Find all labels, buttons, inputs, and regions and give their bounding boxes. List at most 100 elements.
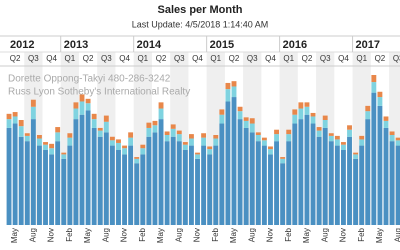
bar-segment [365, 105, 371, 112]
bar-segment [231, 86, 237, 98]
x-tick-label: Aug [28, 228, 37, 242]
bar-segment [328, 135, 334, 142]
bar-segment [170, 124, 176, 129]
bar-segment [134, 157, 140, 159]
year-label: 2012 [10, 39, 34, 51]
bar-segment [91, 127, 97, 225]
bar-segment [274, 134, 279, 142]
bar-segment [371, 75, 377, 83]
quarter-label: Q2 [229, 54, 240, 63]
bar-segment [67, 145, 73, 225]
bar-segment [377, 91, 383, 98]
bar-segment [176, 130, 182, 135]
quarter-label: Q2 [10, 54, 21, 63]
bar-segment [91, 113, 97, 120]
bar-segment [261, 137, 267, 141]
x-tick-label: Feb [284, 227, 293, 241]
x-tick-label: Feb [357, 227, 366, 241]
year-label: 2015 [210, 39, 234, 51]
bar-segment [140, 154, 146, 225]
quarter-label: Q3 [320, 54, 331, 63]
bar-segment [176, 141, 182, 225]
quarter-label: Q3 [393, 54, 400, 63]
x-tick-label: Feb [211, 227, 220, 241]
bar-segment [116, 142, 121, 150]
bar-segment [79, 94, 85, 102]
bar-segment [389, 135, 395, 142]
bar-segment [43, 144, 48, 150]
x-tick-label: Aug [174, 228, 183, 242]
bar-segment [359, 145, 365, 225]
bar-segment [213, 145, 219, 225]
bar-segment [73, 119, 79, 225]
bar-segment [85, 103, 91, 111]
bar-segment [6, 113, 12, 120]
bar-segment [249, 123, 255, 133]
bar-segment [12, 123, 18, 225]
bar-segment [347, 136, 352, 225]
x-tick-label: May [10, 228, 19, 243]
bar-segment [298, 119, 304, 225]
bar-segment [55, 132, 61, 142]
bar-segment [298, 108, 304, 120]
bar-segment [103, 121, 109, 133]
bar-segment [261, 145, 267, 225]
bar-segment [103, 115, 109, 122]
quarter-label: Q2 [375, 54, 386, 63]
bar-segment [182, 142, 188, 145]
bar-segment [219, 109, 225, 115]
bar-segment [146, 127, 152, 137]
bar-segment [67, 137, 73, 146]
bar-segment [73, 102, 79, 109]
bar-segment [201, 137, 207, 146]
bar-segment [18, 126, 24, 137]
bar-segment [377, 97, 383, 106]
bar-segment [116, 150, 121, 225]
bar-segment [49, 143, 55, 149]
bar-segment [255, 141, 261, 225]
bar-segment [189, 134, 194, 139]
bar-segment [30, 106, 36, 120]
quarter-label: Q1 [137, 54, 148, 63]
bar-segment [37, 135, 42, 139]
bar-segment [152, 132, 158, 225]
bar-segment [310, 116, 316, 124]
bar-segment [268, 154, 273, 225]
bar-segment [395, 145, 400, 225]
bar-segment [207, 149, 213, 155]
quarter-label: Q3 [247, 54, 258, 63]
bar-segment [310, 112, 316, 117]
bar-segment [61, 154, 67, 159]
bar-segment [304, 106, 310, 115]
bar-segment [334, 145, 340, 225]
quarter-label: Q1 [356, 54, 367, 63]
bar-segment [61, 158, 67, 225]
bar-segment [286, 129, 292, 135]
bar-segment [292, 123, 298, 225]
bar-segment [49, 154, 55, 225]
bar-segment [134, 158, 140, 164]
bar-segment [389, 131, 395, 135]
x-tick-label: May [302, 228, 311, 243]
bar-segment [280, 158, 286, 164]
bar-segment [109, 145, 115, 225]
watermark: Russ Lyon Sotheby's International Realty [8, 87, 190, 98]
bar-segment [213, 135, 219, 139]
bar-segment [347, 125, 352, 130]
bar-segment [249, 118, 255, 124]
bar-segment [122, 145, 127, 149]
bar-segment [243, 120, 249, 128]
bar-segment [30, 119, 36, 225]
bar-segment [274, 141, 279, 225]
bar-segment [225, 101, 231, 225]
bar-segment [134, 163, 140, 225]
bar-segment [365, 111, 371, 120]
bar-segment [176, 134, 182, 142]
bar-segment [128, 145, 134, 225]
bar-segment [97, 136, 103, 225]
bar-segment [12, 112, 18, 117]
bar-segment [73, 108, 79, 120]
bar-segment [395, 137, 400, 141]
bar-segment [341, 144, 346, 150]
